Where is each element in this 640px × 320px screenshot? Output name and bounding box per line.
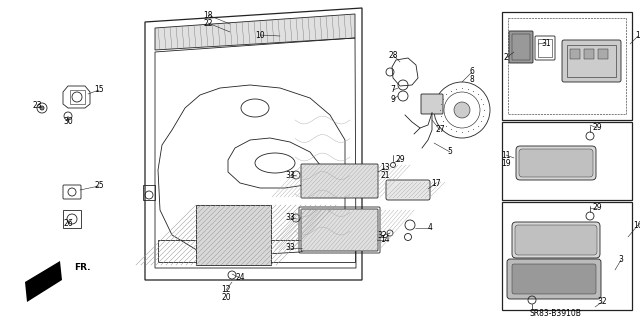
Bar: [584, 49, 594, 59]
Text: 22: 22: [204, 19, 212, 28]
Text: 33: 33: [285, 213, 295, 222]
Text: FR.: FR.: [74, 263, 90, 273]
FancyBboxPatch shape: [421, 94, 443, 114]
Text: 4: 4: [428, 223, 433, 233]
Text: 16: 16: [633, 220, 640, 229]
Text: 32: 32: [597, 298, 607, 307]
Bar: [70, 90, 85, 104]
Text: 6: 6: [470, 68, 474, 76]
Text: 1: 1: [636, 31, 640, 41]
Text: 18: 18: [204, 11, 212, 20]
Bar: [538, 39, 552, 57]
Text: 5: 5: [447, 148, 452, 156]
Bar: [502, 12, 632, 120]
Bar: [502, 202, 632, 310]
FancyBboxPatch shape: [512, 264, 596, 294]
Text: 24: 24: [235, 274, 245, 283]
Bar: [508, 18, 626, 114]
Text: 30: 30: [63, 117, 73, 126]
FancyBboxPatch shape: [519, 149, 593, 177]
Bar: [158, 240, 355, 262]
Text: 11: 11: [501, 150, 511, 159]
Text: 29: 29: [592, 124, 602, 132]
Text: 26: 26: [63, 220, 73, 228]
Text: 3: 3: [619, 255, 623, 265]
Text: 9: 9: [390, 94, 396, 103]
Text: 23: 23: [32, 100, 42, 109]
Text: 28: 28: [388, 51, 397, 60]
Text: 14: 14: [380, 236, 390, 244]
Text: 19: 19: [501, 158, 511, 167]
FancyBboxPatch shape: [515, 225, 597, 255]
Text: 13: 13: [380, 164, 390, 172]
Circle shape: [454, 102, 470, 118]
Text: 29: 29: [592, 204, 602, 212]
Polygon shape: [25, 261, 62, 302]
FancyBboxPatch shape: [507, 259, 601, 299]
FancyBboxPatch shape: [512, 222, 600, 258]
Text: 12: 12: [221, 285, 231, 294]
Bar: [570, 49, 580, 59]
Polygon shape: [155, 14, 355, 50]
FancyBboxPatch shape: [509, 31, 533, 63]
Circle shape: [40, 106, 44, 110]
Text: 17: 17: [431, 179, 441, 188]
Bar: [567, 45, 616, 77]
Text: 10: 10: [255, 30, 265, 39]
Text: 31: 31: [541, 38, 551, 47]
Bar: [598, 49, 608, 59]
Text: 33: 33: [285, 244, 295, 252]
FancyBboxPatch shape: [562, 40, 621, 82]
Text: 21: 21: [380, 172, 390, 180]
Text: 8: 8: [470, 76, 474, 84]
FancyBboxPatch shape: [386, 180, 430, 200]
Text: SR83-B3910B: SR83-B3910B: [529, 308, 581, 317]
Text: 15: 15: [94, 85, 104, 94]
Text: 32: 32: [377, 231, 387, 241]
FancyBboxPatch shape: [516, 146, 596, 180]
Text: 29: 29: [395, 156, 405, 164]
Bar: [502, 122, 632, 200]
Bar: [63, 210, 81, 228]
Bar: [196, 205, 271, 265]
Text: 27: 27: [435, 125, 445, 134]
Text: 20: 20: [221, 293, 231, 302]
FancyBboxPatch shape: [301, 209, 378, 251]
Text: 33: 33: [285, 171, 295, 180]
Text: 2: 2: [504, 53, 508, 62]
Text: 25: 25: [94, 181, 104, 190]
Bar: [512, 34, 530, 60]
Text: 7: 7: [390, 85, 396, 94]
FancyBboxPatch shape: [301, 164, 378, 198]
